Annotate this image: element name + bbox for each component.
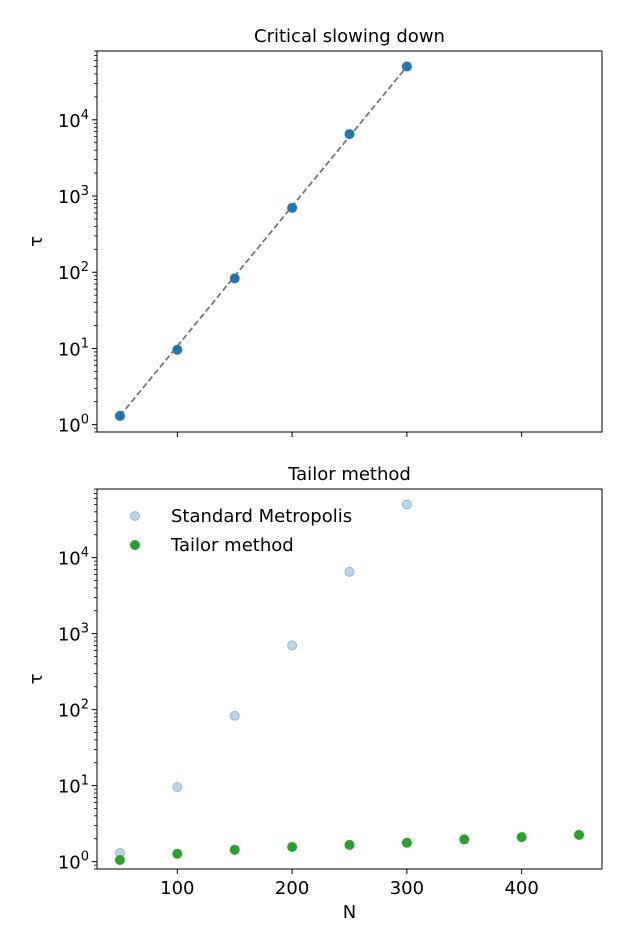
data-point: [459, 834, 470, 845]
legend-marker: [130, 540, 140, 550]
x-tick-label: 400: [504, 878, 538, 899]
x-tick-label: 100: [160, 878, 194, 899]
legend: Standard Metropolis Tailor method: [130, 506, 352, 556]
y-tick-label: 103: [58, 184, 89, 208]
y-tick-label: 104: [58, 108, 89, 132]
chart-title: Critical slowing down: [254, 26, 445, 47]
y-tick-label: 101: [58, 336, 89, 360]
top-chart-panel: Critical slowing down 100 101 102 103 104 τ: [26, 26, 603, 437]
y-tick-label: 101: [58, 774, 89, 798]
y-tick-label: 104: [58, 546, 89, 570]
data-point: [172, 344, 183, 355]
data-point: [287, 202, 298, 213]
data-point: [344, 839, 355, 850]
data-point: [401, 837, 412, 848]
legend-label: Standard Metropolis: [171, 506, 352, 527]
data-point: [344, 566, 355, 577]
plot-frame: [96, 488, 603, 870]
y-axis-label: τ: [26, 674, 47, 685]
data-point: [344, 129, 355, 140]
data-point: [172, 848, 183, 859]
y-tick-label: 100: [58, 850, 89, 874]
legend-marker: [130, 511, 140, 521]
bottom-chart-panel: Tailor method 100 101 102 103 104 100 200 300 400…: [26, 464, 603, 923]
data-point: [401, 499, 412, 510]
fit-line: [119, 65, 408, 417]
x-axis-label: N: [343, 902, 356, 923]
y-tick-label: 100: [58, 413, 89, 437]
chart-title: Tailor method: [287, 464, 411, 485]
series-0: [114, 61, 412, 421]
series-standard-metropolis: [114, 499, 412, 858]
data-point: [114, 410, 125, 421]
plot-frame: [96, 50, 603, 433]
data-point: [172, 781, 183, 792]
data-point: [229, 710, 240, 721]
legend-label: Tailor method: [170, 535, 294, 556]
data-point: [401, 61, 412, 72]
data-point: [114, 855, 125, 866]
data-point: [229, 844, 240, 855]
y-tick-label: 103: [58, 622, 89, 646]
y-tick-label: 102: [58, 260, 89, 284]
x-tick-label: 200: [275, 878, 309, 899]
data-point: [287, 640, 298, 651]
y-tick-label: 102: [58, 698, 89, 722]
series-tailor-method: [114, 829, 585, 866]
x-tick-label: 300: [390, 878, 424, 899]
y-axis-label: τ: [26, 236, 47, 247]
data-point: [229, 273, 240, 284]
data-point: [287, 841, 298, 852]
data-point: [574, 829, 585, 840]
data-point: [516, 832, 527, 843]
